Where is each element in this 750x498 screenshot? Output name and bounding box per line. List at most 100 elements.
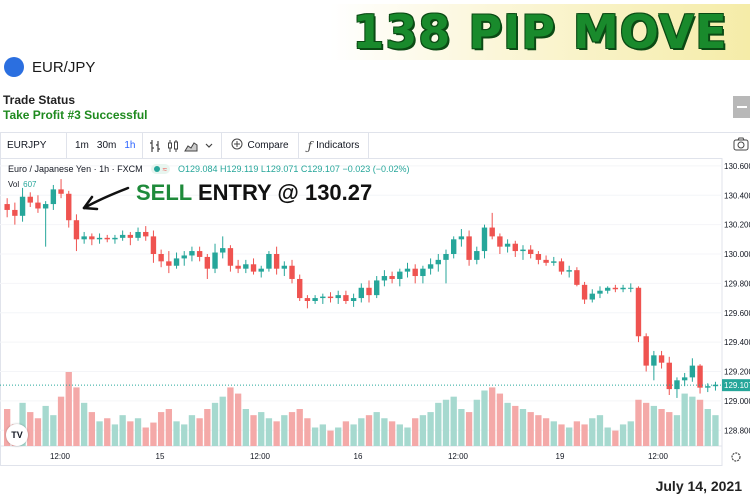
volume-bar (358, 418, 365, 446)
volume-bar (142, 427, 149, 446)
tradingview-logo[interactable]: TV (6, 424, 28, 446)
volume-bar (658, 409, 665, 446)
headline-banner: 138 PIP MOVE (330, 4, 750, 60)
volume-bar (573, 421, 581, 446)
volume-bar (673, 415, 681, 446)
candle-body (66, 193, 72, 221)
candle-style-icon[interactable] (164, 133, 182, 159)
settings-gear-icon[interactable] (731, 452, 741, 462)
candle-body (466, 236, 472, 260)
candle-body (166, 261, 172, 266)
area-style-icon[interactable] (182, 133, 200, 159)
volume-bar (465, 412, 473, 446)
candle-body (658, 355, 665, 363)
volume-bar (88, 412, 96, 446)
volume-bar (619, 424, 627, 446)
symbol-search-button[interactable]: EURJPY (1, 132, 67, 159)
candle-body (358, 287, 365, 299)
volume-bar (535, 415, 542, 446)
candle-body (327, 296, 334, 299)
volume-bar (635, 399, 642, 446)
volume-bar (258, 412, 265, 446)
price-tick-label: 129.200 (724, 368, 750, 377)
volume-bar (473, 399, 480, 446)
bar-style-icon[interactable] (146, 133, 164, 159)
candle-body (612, 287, 619, 290)
candle-body (297, 278, 303, 299)
chevron-down-icon[interactable] (200, 133, 218, 159)
candle-body (689, 365, 696, 378)
candle-body (19, 196, 26, 216)
candle-body (158, 254, 164, 262)
chart-widget: EURJPY 1m 30m 1h Compare ƒ Indicators (0, 132, 750, 466)
volume-bar (666, 412, 673, 446)
symbol-header: EUR/JPY (4, 55, 95, 79)
current-price-tag (722, 379, 750, 392)
candle-body (512, 243, 518, 252)
volume-bar (296, 409, 303, 446)
candle-body (335, 295, 341, 299)
trade-status-value: Take Profit #3 Successful (3, 108, 148, 122)
interval-1h[interactable]: 1h (124, 139, 136, 151)
volume-bar (388, 421, 396, 446)
volume-bar (681, 393, 688, 446)
volume-bar (104, 418, 111, 446)
candle-body (304, 298, 311, 301)
indicators-button[interactable]: ƒ Indicators (302, 133, 366, 159)
candle-body (12, 209, 18, 216)
time-tick-label: 12:00 (250, 452, 271, 461)
camera-icon[interactable] (733, 137, 749, 153)
candle-body (520, 249, 526, 252)
approx-icon: ≈ (162, 164, 167, 174)
volume-bar (173, 421, 180, 446)
volume-bar (558, 424, 565, 446)
price-tick-label: 130.400 (724, 191, 750, 200)
candle-body (81, 236, 87, 240)
candle-body (566, 270, 572, 272)
candle-body (350, 298, 357, 301)
candle-body (196, 251, 203, 257)
candle-body (635, 287, 642, 337)
volume-bar (689, 396, 696, 446)
current-price-label: 129.107 (724, 381, 750, 390)
minus-icon (737, 106, 747, 108)
volume-bar (311, 427, 319, 446)
volume-bar (704, 409, 711, 446)
sell-entry-annotation: SELL ENTRY @ 130.27 (136, 180, 372, 206)
volume-bar (188, 415, 196, 446)
volume-legend: Vol 607 (8, 180, 36, 189)
interval-30m[interactable]: 30m (96, 139, 117, 151)
volume-bar (596, 415, 604, 446)
symbol-name: EUR/JPY (32, 58, 96, 76)
time-tick-label: 16 (354, 452, 363, 461)
volume-bar (150, 422, 157, 446)
volume-bar (57, 396, 65, 446)
volume-bar (157, 412, 165, 446)
volume-bar (442, 399, 450, 446)
volume-bar (650, 405, 658, 446)
candle-body (343, 295, 349, 301)
interval-1m[interactable]: 1m (75, 139, 89, 151)
volume-bar (288, 412, 296, 446)
candle-body (381, 276, 388, 281)
symbol-flag-icon (4, 57, 24, 77)
volume-bar (304, 418, 311, 446)
toolbar-divider (297, 132, 299, 159)
candle-body (412, 268, 418, 277)
candle-body (604, 287, 611, 291)
price-tick-label: 130.000 (724, 250, 750, 259)
plus-circle-icon (231, 138, 243, 153)
candle-body (697, 365, 703, 388)
candle-body (366, 287, 372, 296)
candle-body (374, 280, 380, 296)
compare-button[interactable]: Compare (225, 133, 294, 159)
volume-bar (119, 415, 126, 446)
collapse-button[interactable] (733, 96, 750, 118)
annotation-arrow (82, 186, 130, 210)
candle-body (489, 227, 495, 237)
volume-bar (373, 412, 380, 446)
volume-bar (42, 405, 49, 446)
volume-bar (111, 424, 119, 446)
volume-bar (234, 393, 242, 446)
